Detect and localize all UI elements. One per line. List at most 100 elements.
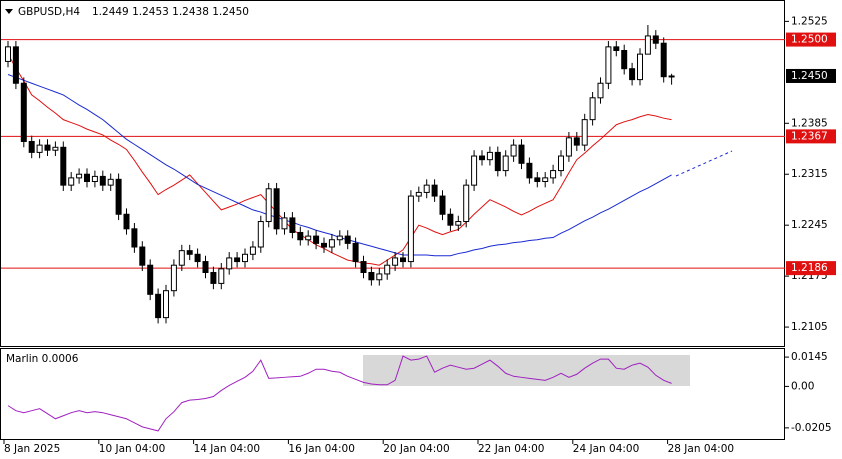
candle-body (218, 268, 225, 284)
y-tick-label: -0.0205 (791, 422, 832, 434)
candle-body (526, 162, 533, 179)
candle-body (652, 35, 659, 44)
highlight-box (363, 355, 690, 386)
candle-body (558, 155, 564, 172)
candle-body (99, 175, 106, 186)
level-label-box (786, 129, 836, 144)
candle-body (202, 261, 209, 273)
candle-body (289, 217, 296, 233)
candle-body (407, 195, 414, 263)
candle-body (52, 146, 59, 151)
candle-body (76, 173, 83, 179)
x-tick-label: 28 Jan 04:00 (668, 443, 734, 455)
candle-body (84, 173, 90, 183)
candle-body (210, 271, 217, 284)
level-label: 1.2186 (791, 262, 828, 274)
indicator-line (7, 355, 672, 432)
candle-body (550, 170, 557, 179)
candle-body (194, 253, 201, 263)
candle-body (368, 271, 375, 281)
candle-body (28, 140, 35, 153)
candle-body (186, 250, 193, 255)
candle-body (328, 239, 335, 248)
candle-body (644, 35, 651, 55)
y-tick-label: 1.2525 (791, 15, 828, 27)
candle-body (486, 151, 493, 161)
candle-body (131, 228, 138, 248)
candle-body (494, 151, 501, 172)
candle-body (423, 184, 430, 193)
last-price-label: 1.2450 (791, 70, 828, 82)
candle-body (265, 188, 272, 223)
x-tick-label: 14 Jan 04:00 (194, 443, 260, 455)
candle-body (597, 82, 604, 99)
candle-body (613, 46, 620, 51)
level-label-box (786, 32, 836, 47)
candle-body (415, 191, 422, 197)
candle-body (581, 119, 588, 146)
candle-body (170, 264, 177, 292)
candle-body (565, 137, 572, 157)
candle-body (20, 82, 27, 142)
candle-body (123, 213, 130, 230)
candle-body (5, 46, 11, 62)
level-label: 1.2367 (791, 130, 828, 142)
candle-body (447, 213, 454, 226)
x-tick-label: 22 Jan 04:00 (478, 443, 544, 455)
x-tick-label: 20 Jan 04:00 (383, 443, 449, 455)
y-tick-label: 1.2385 (791, 117, 828, 129)
candle-body (621, 49, 628, 70)
candle-body (360, 261, 367, 273)
chart-title: GBPUSD,H4 (18, 6, 80, 18)
candle-body (502, 155, 509, 172)
indicator-frame (0, 348, 785, 440)
candle-body (273, 188, 280, 230)
candle-body (392, 257, 399, 266)
candle-body (534, 177, 541, 183)
candle-body (431, 184, 438, 197)
candle-body (305, 235, 312, 241)
main-frame (0, 0, 785, 347)
candle-body (542, 177, 549, 183)
candle-body (400, 257, 406, 263)
y-tick-label: 1.2315 (791, 168, 828, 180)
x-tick-label: 10 Jan 04:00 (99, 443, 165, 455)
candle-body (518, 144, 525, 164)
candle-body (155, 293, 162, 319)
candle-body (313, 235, 320, 244)
candle-body (107, 178, 114, 186)
candle-body (605, 46, 612, 84)
x-tick-label: 8 Jan 2025 (4, 443, 60, 455)
x-tick-label: 16 Jan 04:00 (288, 443, 354, 455)
candle-body (637, 53, 643, 81)
candle-body (376, 273, 383, 281)
x-tick-label: 24 Jan 04:00 (573, 443, 639, 455)
candle-body (297, 231, 304, 241)
y-tick-label: 0.00 (791, 380, 814, 392)
candle-body (60, 146, 67, 186)
candle-body (91, 175, 98, 183)
candle-body (660, 42, 667, 78)
candle-body (115, 178, 122, 215)
candle-body (12, 46, 19, 84)
candle-body (668, 75, 675, 78)
candle-body (249, 246, 256, 255)
candle-body (163, 290, 169, 319)
menu-arrow (5, 9, 13, 14)
candle-body (629, 68, 636, 81)
candle-body (510, 144, 517, 157)
level-label-box (786, 261, 836, 276)
candle-body (281, 217, 288, 230)
candle-body (471, 155, 478, 186)
y-tick-label: 1.2105 (791, 321, 828, 333)
level-label: 1.2500 (791, 34, 828, 46)
candle-body (234, 257, 241, 263)
indicator-title: Marlin 0.0006 (6, 353, 79, 365)
candle-body (336, 235, 343, 241)
moving-average (7, 53, 672, 266)
candle-body (178, 250, 185, 266)
candle-body (36, 144, 43, 153)
candle-body (44, 144, 51, 151)
candle-body (439, 195, 446, 215)
